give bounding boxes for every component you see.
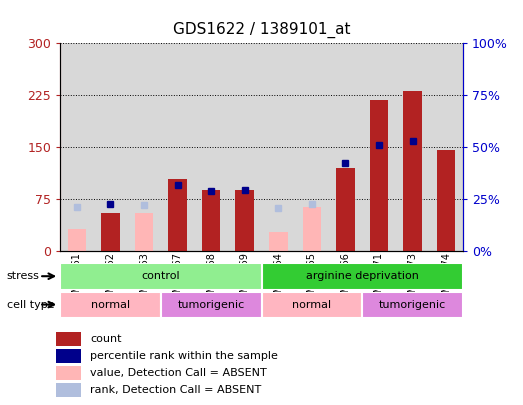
Bar — [262, 292, 362, 318]
Bar — [55, 366, 81, 379]
Text: normal: normal — [292, 300, 332, 310]
Text: rank, Detection Call = ABSENT: rank, Detection Call = ABSENT — [90, 385, 262, 394]
Bar — [55, 349, 81, 363]
Text: normal: normal — [91, 300, 130, 310]
Bar — [370, 100, 388, 251]
Bar — [60, 292, 161, 318]
Bar — [67, 229, 86, 251]
Bar — [55, 332, 81, 346]
Bar — [262, 263, 463, 290]
Bar — [303, 207, 321, 251]
Bar — [269, 232, 288, 251]
Bar — [403, 91, 422, 251]
Text: percentile rank within the sample: percentile rank within the sample — [90, 351, 278, 361]
Text: tumorigenic: tumorigenic — [379, 300, 446, 310]
Text: value, Detection Call = ABSENT: value, Detection Call = ABSENT — [90, 368, 267, 378]
Text: control: control — [142, 271, 180, 281]
Bar — [55, 383, 81, 396]
Bar — [60, 263, 262, 290]
Bar — [336, 168, 355, 251]
Bar — [168, 179, 187, 251]
Bar — [235, 190, 254, 251]
Bar — [101, 213, 120, 251]
Text: stress: stress — [7, 271, 40, 281]
Title: GDS1622 / 1389101_at: GDS1622 / 1389101_at — [173, 22, 350, 38]
Text: arginine deprivation: arginine deprivation — [306, 271, 418, 281]
Bar — [202, 190, 220, 251]
Text: tumorigenic: tumorigenic — [177, 300, 245, 310]
Bar — [362, 292, 463, 318]
Text: cell type: cell type — [7, 300, 54, 309]
Text: count: count — [90, 334, 122, 344]
Bar — [161, 292, 262, 318]
Bar — [437, 150, 456, 251]
Bar — [135, 213, 153, 251]
